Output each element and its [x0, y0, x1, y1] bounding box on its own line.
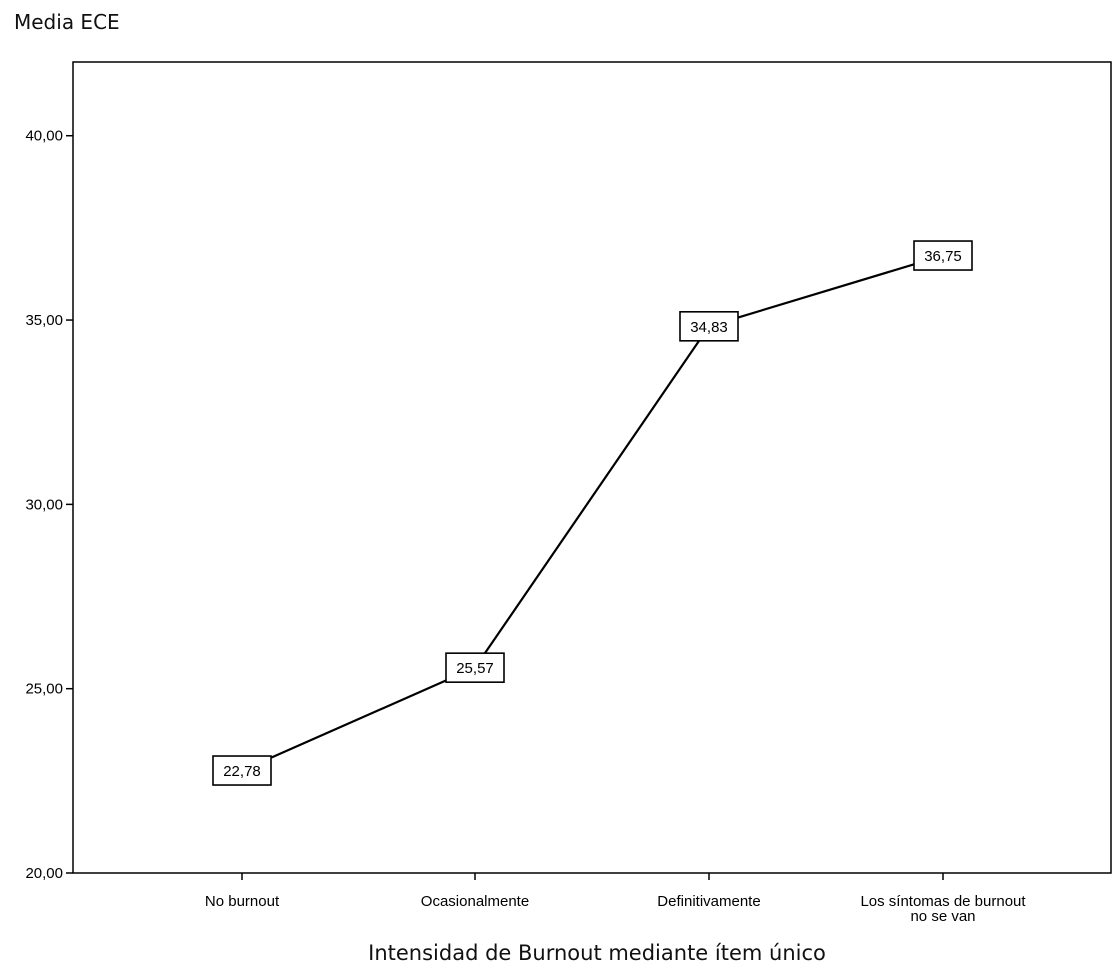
series-line	[241, 254, 944, 772]
x-tick-label: No burnout	[205, 893, 280, 910]
data-label-box	[679, 311, 739, 342]
data-label-text: 36,75	[924, 248, 962, 265]
y-tick-label: 25,00	[25, 681, 63, 698]
plot-frame	[72, 61, 1112, 874]
x-tick-label: Ocasionalmente	[421, 893, 529, 910]
y-tick-label: 30,00	[25, 496, 63, 513]
data-label-text: 25,57	[456, 660, 494, 677]
data-label-text: 22,78	[223, 763, 261, 780]
x-axis: No burnout Ocasionalmente Definitivamente L…	[205, 873, 1026, 925]
y-tick-label: 40,00	[25, 128, 63, 145]
series-polyline	[241, 254, 944, 772]
data-point-label: 36,75	[913, 240, 973, 271]
x-tick-label: Definitivamente	[657, 893, 760, 910]
x-axis-title: Intensidad de Burnout mediante ítem únic…	[368, 941, 826, 965]
data-label-text: 34,83	[690, 319, 728, 336]
y-axis-title: Media ECE	[14, 10, 120, 34]
y-tick-label: 35,00	[25, 312, 63, 329]
x-tick-label: Los síntomas de burnout	[860, 893, 1026, 910]
data-labels: 22,78 25,57 34,83 36,75	[212, 240, 973, 786]
data-label-box	[212, 755, 272, 786]
data-point-label: 25,57	[445, 652, 505, 683]
data-point-label: 34,83	[679, 311, 739, 342]
data-point-label: 22,78	[212, 755, 272, 786]
y-tick-label: 20,00	[25, 865, 63, 882]
data-label-box	[913, 240, 973, 271]
data-label-box	[445, 652, 505, 683]
y-axis: 20,00 25,00 30,00 35,00 40,00	[25, 128, 73, 882]
x-tick-label: no se van	[910, 908, 975, 925]
